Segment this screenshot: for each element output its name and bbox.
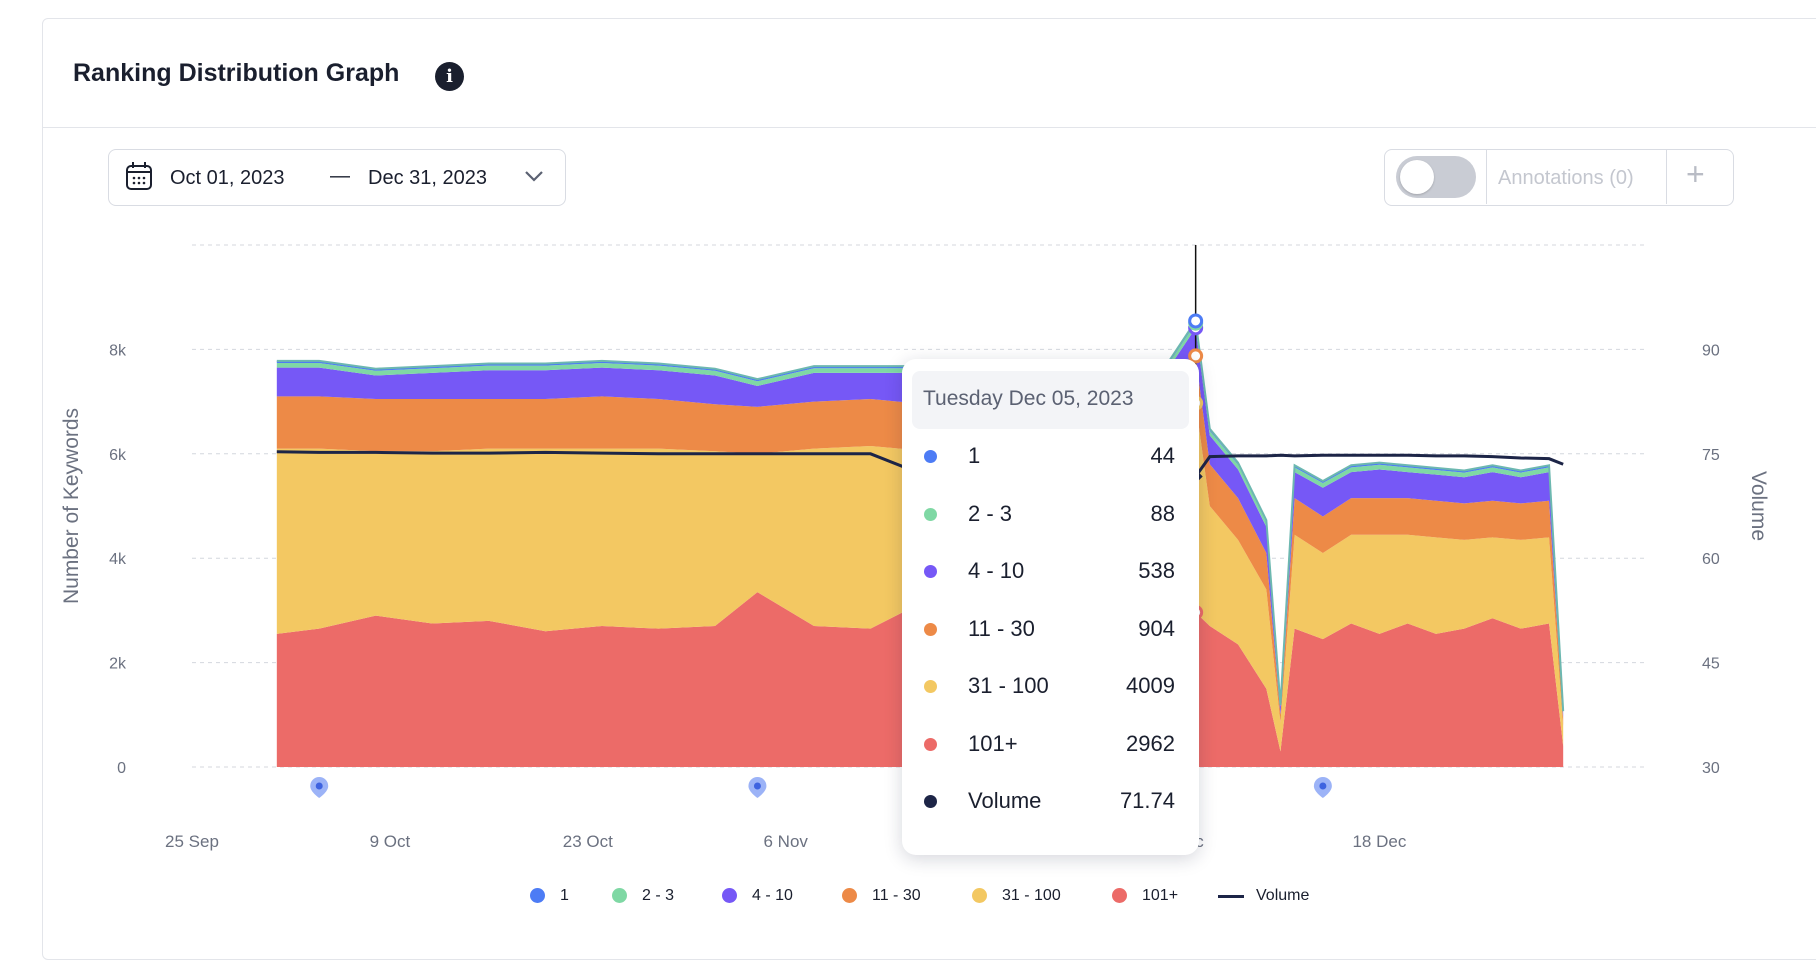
tooltip-row: Volume 71.74 — [902, 786, 1199, 816]
legend-label: 2 - 3 — [642, 887, 675, 904]
divider — [1486, 150, 1487, 204]
tooltip-series-name: 11 - 30 — [968, 615, 1035, 641]
series-dot-icon — [924, 795, 937, 808]
tooltip-series-name: 1 — [968, 443, 981, 468]
tooltip-series-value: 71.74 — [1119, 788, 1175, 813]
legend-swatch-icon — [842, 888, 857, 903]
tooltip-series-value: 44 — [1150, 443, 1175, 468]
legend-swatch-icon — [722, 888, 737, 903]
series-dot-icon — [924, 622, 937, 636]
legend-label: 31 - 100 — [1002, 887, 1061, 904]
x-tick-label: 9 Oct — [370, 832, 411, 851]
x-tick-label: 6 Nov — [763, 832, 808, 851]
legend-swatch-icon — [612, 888, 627, 903]
calendar-icon — [126, 162, 152, 190]
annotation-marker-dot — [753, 782, 761, 790]
y-tick-label: 4k — [109, 551, 127, 568]
y-tick-label: 6k — [109, 447, 127, 464]
annotation-markers[interactable] — [310, 777, 1332, 798]
tooltip-series-value: 538 — [1138, 558, 1175, 583]
series-dot-icon — [924, 680, 937, 693]
tooltip-series-value: 2962 — [1126, 730, 1175, 756]
tooltip-series-name: 31 - 100 — [968, 673, 1049, 698]
date-to[interactable]: Dec 31, 2023 — [368, 167, 487, 189]
legend-label: 101+ — [1142, 887, 1179, 904]
date-range-picker[interactable] — [108, 149, 566, 206]
y-tick-label: 2k — [109, 656, 127, 673]
legend-label: Volume — [1256, 887, 1310, 904]
annotations-label[interactable]: Annotations (0) — [1498, 167, 1634, 189]
info-icon[interactable]: i — [435, 62, 464, 91]
tooltip-row: 101+ 2962 — [902, 729, 1199, 759]
tooltip-date: Tuesday Dec 05, 2023 — [923, 387, 1134, 410]
tooltip-series-name: 4 - 10 — [968, 558, 1025, 583]
series-dot-icon — [924, 507, 937, 521]
x-tick-label: 23 Oct — [563, 832, 613, 851]
hover-point — [1188, 348, 1204, 364]
tooltip-series-value: 904 — [1138, 615, 1175, 641]
tooltip-header — [912, 371, 1189, 429]
area-11-30 — [276, 355, 1564, 727]
legend-swatch-icon — [1218, 895, 1244, 898]
tooltip-series-name: Volume — [968, 788, 1042, 813]
legend-swatch-icon — [530, 888, 545, 903]
divider — [1666, 150, 1667, 204]
y2-tick-label: 45 — [1702, 656, 1720, 673]
legend-label: 1 — [560, 887, 569, 904]
y2-tick-label: 60 — [1702, 551, 1720, 568]
chevron-down-icon[interactable] — [523, 168, 545, 184]
add-annotation-button[interactable]: + — [1686, 156, 1705, 192]
tooltip-series-value: 4009 — [1126, 673, 1175, 698]
series-dot-icon — [924, 737, 937, 751]
toggle-knob[interactable] — [1400, 160, 1434, 194]
tooltip-series-value: 88 — [1150, 500, 1175, 526]
tooltip-row: 4 - 10 538 — [902, 556, 1199, 586]
y-tick-label: 8k — [109, 342, 127, 359]
page-title: Ranking Distribution Graph — [73, 59, 400, 87]
y-axis-title: Number of Keywords — [60, 408, 83, 604]
legend-swatch-icon — [1112, 888, 1127, 903]
annotation-marker-dot — [1319, 782, 1327, 790]
legend-label: 11 - 30 — [872, 887, 921, 904]
tooltip-row: 1 44 — [902, 441, 1199, 471]
x-tick-label: 25 Sep — [165, 832, 219, 851]
series-dot-icon — [924, 450, 937, 463]
series-dot-icon — [924, 565, 937, 578]
y2-tick-label: 90 — [1702, 342, 1720, 359]
y2-axis-title: Volume — [1747, 471, 1770, 541]
date-from[interactable]: Oct 01, 2023 — [170, 167, 285, 189]
y2-tick-label: 30 — [1702, 760, 1720, 777]
tooltip-series-name: 101+ — [968, 730, 1018, 756]
x-tick-label: 18 Dec — [1352, 832, 1406, 851]
tooltip-row: 31 - 100 4009 — [902, 671, 1199, 701]
hover-point — [1188, 313, 1204, 329]
y2-tick-label: 75 — [1702, 447, 1720, 464]
chart-tooltip: Tuesday Dec 05, 2023 1 44 2 - 3 88 4 - 10 538… — [902, 359, 1199, 855]
legend-label: 4 - 10 — [752, 887, 793, 904]
annotation-marker-dot — [315, 782, 323, 790]
axes: 0 2k 4k 6k 8k 30 45 60 75 90 25 Sep 9 Oct 23 Oct 6 No… — [60, 342, 1770, 851]
card-header: Ranking Distribution Graph i — [43, 19, 1816, 128]
y-tick-label: 0 — [117, 760, 126, 777]
tooltip-row: 2 - 3 88 — [902, 499, 1199, 529]
legend-swatch-icon — [972, 888, 987, 903]
tooltip-row: 11 - 30 904 — [902, 614, 1199, 644]
date-separator: — — [330, 165, 350, 187]
tooltip-series-name: 2 - 3 — [968, 500, 1013, 526]
